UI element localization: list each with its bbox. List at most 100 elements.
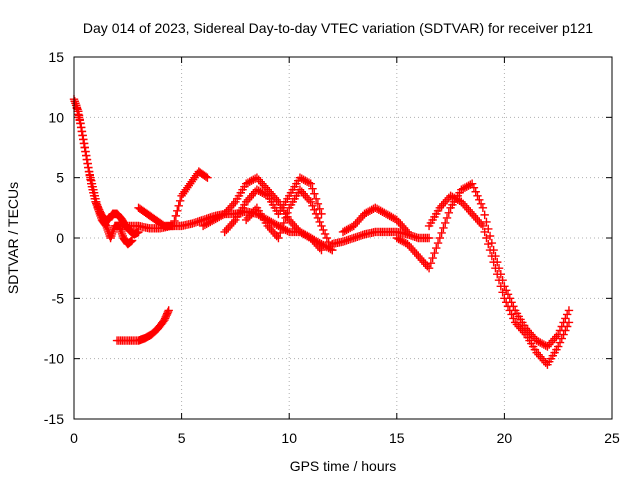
data-point (310, 189, 319, 198)
data-point (442, 213, 452, 223)
data-point (313, 199, 323, 209)
data-point (430, 248, 439, 258)
data-point (274, 233, 283, 243)
data-point (161, 312, 171, 322)
x-axis-label: GPS time / hours (290, 458, 397, 474)
data-point (433, 238, 443, 248)
y-tick-label: -15 (44, 411, 64, 427)
data-point (437, 228, 446, 238)
data-point (81, 147, 90, 156)
data-point (564, 318, 574, 327)
data-point (478, 221, 488, 231)
data-point (76, 119, 85, 128)
x-tick-label: 5 (178, 430, 186, 446)
series-track-4 (134, 167, 212, 231)
data-point (315, 204, 324, 214)
y-tick-labels: -15 -10 -5 0 5 10 15 (44, 49, 64, 427)
data-point (424, 233, 434, 243)
data-point (276, 228, 285, 238)
data-point (480, 210, 489, 220)
data-point (491, 263, 500, 273)
data-point (175, 196, 185, 205)
data-point (403, 227, 412, 237)
chart-title: Day 014 of 2023, Sidereal Day-to-day VTE… (83, 20, 593, 36)
data-point (487, 251, 497, 261)
x-tick-label: 25 (604, 430, 620, 446)
data-point (435, 233, 445, 243)
y-tick-label: -5 (52, 290, 65, 306)
data-point (478, 203, 488, 213)
data-point (163, 309, 172, 318)
data-point (162, 311, 171, 320)
data-point (174, 201, 183, 211)
y-tick-label: -10 (44, 351, 64, 367)
plot-frame (73, 56, 613, 420)
x-tick-labels: 0 5 10 15 20 25 (70, 430, 620, 446)
data-point (493, 270, 502, 279)
x-tick-label: 10 (281, 430, 297, 446)
y-tick-label: 15 (48, 49, 64, 65)
data-series (69, 95, 574, 369)
x-tick-label: 0 (70, 430, 78, 446)
data-point (482, 233, 491, 243)
data-point (82, 155, 92, 164)
data-point (160, 314, 170, 323)
data-point (171, 211, 181, 221)
data-point (170, 216, 179, 226)
data-point (78, 131, 87, 140)
x-tick-label: 20 (497, 430, 513, 446)
data-point (127, 236, 137, 245)
data-point (489, 257, 498, 267)
data-point (428, 253, 437, 263)
data-point (168, 221, 178, 231)
y-tick-label: 5 (56, 170, 64, 186)
data-point (201, 172, 211, 181)
data-point (496, 282, 506, 291)
data-point (482, 217, 491, 227)
data-point (308, 184, 317, 193)
series-track-8 (328, 227, 434, 249)
data-point (311, 194, 321, 203)
data-point (487, 238, 497, 248)
data-point (283, 208, 292, 218)
data-point (317, 245, 326, 255)
data-point (426, 258, 436, 268)
data-point (480, 227, 489, 237)
data-point (485, 245, 495, 255)
data-point (164, 306, 173, 315)
data-point (163, 307, 173, 317)
data-point (439, 223, 448, 233)
data-point (424, 263, 434, 273)
series-track-6 (220, 173, 326, 237)
data-point (444, 208, 454, 218)
data-point (564, 306, 574, 315)
series-track-9 (338, 203, 412, 237)
series-track-12 (112, 306, 173, 345)
series-track-2 (71, 101, 137, 249)
series-track-11 (424, 191, 574, 369)
y-tick-label: 10 (48, 109, 64, 125)
data-point (81, 151, 91, 160)
data-point (173, 206, 182, 216)
x-tick-label: 15 (389, 430, 405, 446)
data-point (281, 213, 290, 223)
data-point (277, 223, 287, 233)
data-point (77, 127, 87, 136)
data-point (84, 163, 93, 172)
series-track-7 (241, 185, 337, 255)
data-point (498, 288, 507, 297)
data-point (203, 173, 212, 182)
data-point (279, 218, 289, 228)
data-point (76, 123, 86, 132)
data-point (306, 179, 315, 188)
data-point (79, 139, 89, 148)
data-point (494, 276, 504, 285)
data-point (80, 143, 89, 152)
series-track-10 (392, 179, 574, 351)
data-point (79, 135, 88, 144)
y-tick-label: 0 (56, 230, 64, 246)
data-point (160, 315, 169, 325)
data-point (432, 243, 441, 253)
data-point (441, 218, 450, 228)
